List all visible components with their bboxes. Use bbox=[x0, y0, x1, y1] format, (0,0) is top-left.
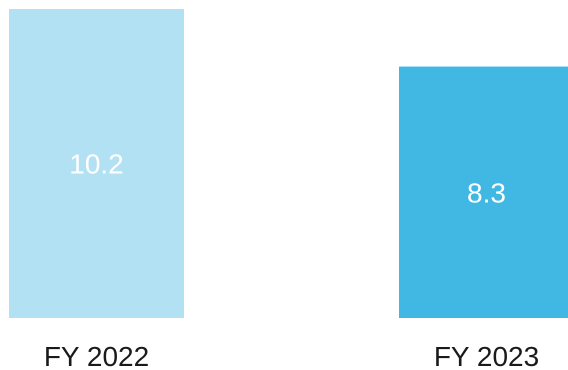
data-label-fy-2022: 10.2 bbox=[69, 149, 124, 180]
data-label-fy-2023: 8.3 bbox=[467, 177, 506, 208]
bar-fy-2022 bbox=[9, 9, 184, 318]
labels-group: 10.2 FY 2022 8.3 FY 2023 bbox=[44, 149, 539, 370]
bars-group bbox=[9, 9, 568, 318]
category-label-fy-2022: FY 2022 bbox=[44, 341, 149, 370]
category-label-fy-2023: FY 2023 bbox=[434, 341, 539, 370]
bar-fy-2023 bbox=[399, 66, 568, 318]
